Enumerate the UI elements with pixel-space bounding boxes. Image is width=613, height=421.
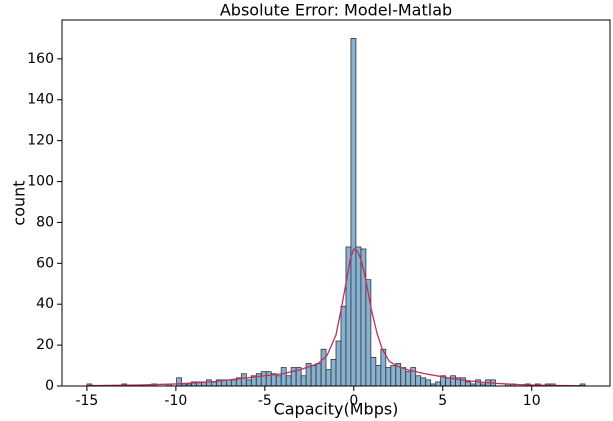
bar: [405, 371, 412, 387]
bar: [300, 375, 307, 387]
y-tick-label: 80: [36, 214, 54, 230]
bar: [206, 379, 212, 387]
bar: [350, 38, 357, 387]
bar: [260, 371, 267, 387]
bar: [240, 373, 247, 387]
bar: [330, 359, 337, 387]
bar: [465, 381, 471, 387]
bar: [176, 377, 182, 387]
y-tick-label: 140: [27, 92, 54, 108]
bar: [315, 363, 322, 387]
bar: [475, 379, 481, 387]
bar: [445, 377, 451, 387]
bar: [280, 367, 287, 387]
bar: [385, 367, 392, 387]
bar: [415, 375, 422, 387]
x-tick-label: 5: [438, 393, 447, 409]
bar: [225, 379, 232, 387]
bar: [450, 375, 456, 387]
bar: [400, 367, 407, 387]
bar: [355, 246, 362, 387]
bar: [285, 375, 292, 387]
y-axis-label: count: [10, 180, 29, 225]
x-tick-label: -15: [75, 393, 98, 409]
bar: [370, 356, 377, 387]
bar: [340, 305, 347, 387]
bar: [275, 375, 282, 387]
bar: [375, 365, 382, 387]
y-tick-label: 60: [36, 255, 54, 271]
bar: [435, 381, 442, 387]
x-tick-label: 0: [349, 393, 358, 409]
y-tick-label: 120: [27, 133, 54, 149]
bar: [460, 377, 466, 387]
x-tick-label: -10: [164, 393, 187, 409]
bar: [310, 365, 317, 387]
bar: [245, 379, 252, 387]
density-line: [86, 248, 586, 387]
x-axis-label: Capacity(Mbps): [274, 400, 399, 419]
bar: [425, 379, 432, 387]
y-tick-label: 20: [36, 337, 54, 353]
y-tick-label: 100: [27, 174, 54, 190]
bar: [420, 377, 427, 387]
bar: [265, 371, 272, 387]
bar: [325, 369, 332, 387]
y-tick-label: 0: [45, 378, 54, 394]
bar: [211, 381, 217, 387]
bar: [230, 379, 237, 387]
bar: [255, 373, 262, 387]
y-tick-label: 160: [27, 51, 54, 67]
bar: [320, 348, 327, 387]
plot-frame: [61, 19, 611, 387]
y-tick-label: 40: [36, 296, 54, 312]
x-tick-label: 10: [523, 393, 541, 409]
x-tick-label: -5: [258, 393, 272, 409]
chart-title: Absolute Error: Model-Matlab: [220, 1, 452, 20]
bar: [335, 340, 342, 387]
bar: [390, 365, 397, 387]
